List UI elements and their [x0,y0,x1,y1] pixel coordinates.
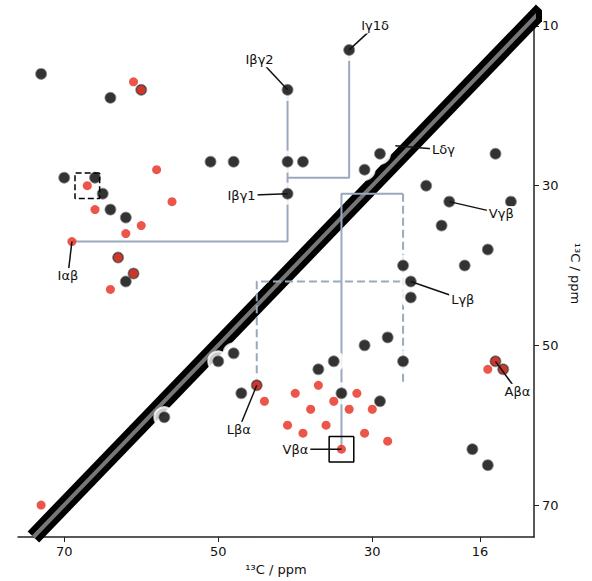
svg-text:10: 10 [542,18,559,33]
svg-text:Iβγ1: Iβγ1 [227,188,255,203]
svg-text:¹³C / ppm: ¹³C / ppm [568,243,583,304]
svg-text:30: 30 [364,544,381,559]
svg-text:Lβα: Lβα [227,422,251,437]
svg-text:¹³C / ppm: ¹³C / ppm [245,562,306,577]
svg-text:30: 30 [542,178,559,193]
svg-text:Iβγ2: Iβγ2 [245,52,273,67]
svg-text:70: 70 [542,498,559,513]
svg-text:16: 16 [472,544,489,559]
svg-text:Lγβ: Lγβ [451,292,474,307]
svg-text:50: 50 [210,544,227,559]
svg-text:Lδγ: Lδγ [432,142,455,157]
svg-text:Iαβ: Iαβ [58,268,79,283]
svg-text:Vβα: Vβα [283,442,309,457]
svg-text:Vγβ: Vγβ [489,206,514,221]
svg-text:70: 70 [56,544,73,559]
svg-text:Iγ1δ: Iγ1δ [361,18,389,33]
svg-text:50: 50 [542,338,559,353]
svg-text:Aβα: Aβα [505,384,531,399]
